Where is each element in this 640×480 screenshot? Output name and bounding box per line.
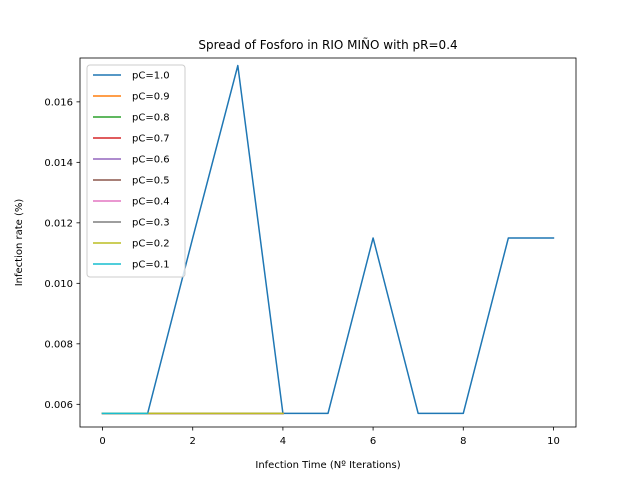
legend-entries: pC=1.0 pC=0.9 pC=0.8 pC=0.7 pC=0.6 pC=0.5 pC=0… — [93, 71, 170, 271]
y-tick-label: 0.006 — [44, 400, 73, 411]
y-tick-label: 0.014 — [44, 158, 73, 169]
legend: pC=1.0 pC=0.9 pC=0.8 pC=0.7 pC=0.6 pC=0.5 pC=0… — [86, 64, 186, 278]
x-tick-label: 6 — [370, 436, 376, 447]
legend-label: pC=0.5 — [132, 176, 170, 187]
y-tick-label: 0.012 — [44, 218, 73, 229]
series-line — [101, 64, 555, 415]
x-tick-label: 0 — [99, 436, 105, 447]
x-tick-label: 2 — [190, 436, 196, 447]
legend-label: pC=0.6 — [132, 155, 170, 166]
legend-label: pC=0.4 — [132, 197, 170, 208]
y-axis-label: Infection rate (%) — [14, 199, 25, 287]
x-axis-label: Infection Time (Nº Iterations) — [255, 460, 400, 471]
x-tick-label: 8 — [460, 436, 466, 447]
legend-label: pC=0.3 — [132, 218, 170, 229]
legend-box — [86, 64, 186, 278]
series-layer — [101, 64, 555, 415]
legend-label: pC=0.9 — [132, 92, 170, 103]
chart-title: Spread of Fosforo in RIO MIÑO with pR=0.… — [198, 37, 457, 52]
legend-label: pC=1.0 — [132, 71, 170, 82]
x-axis-ticks: 0 2 4 6 8 10 — [99, 427, 560, 447]
legend-label: pC=0.8 — [132, 113, 170, 124]
plot-area-frame — [79, 57, 577, 428]
y-tick-label: 0.008 — [44, 339, 73, 350]
y-tick-label: 0.010 — [44, 279, 73, 290]
legend-label: pC=0.1 — [132, 260, 170, 271]
x-tick-label: 10 — [547, 436, 560, 447]
x-tick-label: 4 — [280, 436, 286, 447]
legend-label: pC=0.2 — [132, 239, 170, 250]
y-axis-ticks: 0.006 0.008 0.010 0.012 0.014 0.016 — [44, 97, 80, 411]
y-tick-label: 0.016 — [44, 97, 73, 108]
legend-label: pC=0.7 — [132, 134, 170, 145]
